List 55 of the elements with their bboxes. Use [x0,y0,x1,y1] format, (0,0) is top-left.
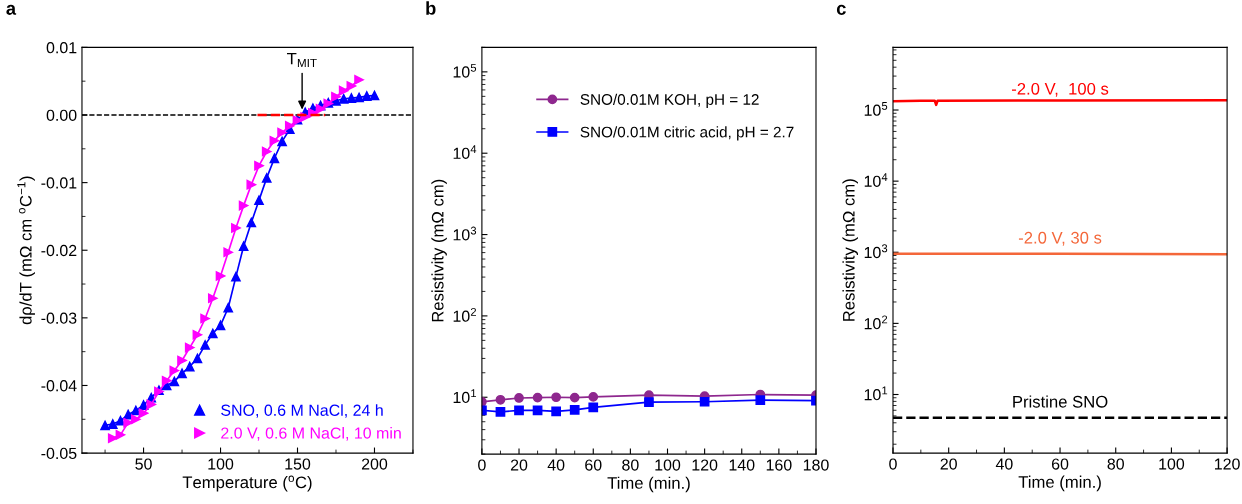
x-axis-title: Time (min.) [607,476,690,493]
y-tick-label: -0.04 [41,380,77,392]
legend-label: SNO/0.01M citric acid, pH = 2.7 [580,126,794,141]
chart-title: a [6,4,17,15]
annotation: T$_{MIT}$ [287,52,317,67]
legend-label: 2.0 V, 0.6 M NaCl, 10 min [221,427,401,441]
x-tick-label: 20 [940,458,957,470]
series-label: Pristine SNO [1013,395,1108,408]
x-tick-label: 150 [285,458,311,470]
x-tick-label: 200 [361,458,388,470]
x-tick-label: 0 [478,459,486,471]
x-tick-label: 40 [547,459,565,471]
x-tick-label: 80 [1107,458,1124,470]
x-tick-label: 100 [208,458,234,470]
x-tick-label: 60 [585,459,602,471]
x-axis-title: Temperature ($^{o}$C) [182,475,312,492]
x-tick-label: 140 [729,459,755,471]
y-tick-label: 10$^{5}$ [453,63,477,78]
x-tick-label: 120 [1214,458,1240,470]
y-tick-label: 10$^{4}$ [864,173,888,187]
series-label: -2.0 V, 100 s [1011,82,1109,97]
x-tick-label: 180 [803,459,829,471]
x-tick-label: 0 [889,458,897,470]
x-tick-label: 100 [655,459,681,471]
x-axis-title: Time (min.) [1018,475,1101,492]
x-tick-label: 120 [692,459,718,471]
y-tick-label: 10$^{1}$ [864,386,888,401]
x-tick-label: 100 [1159,458,1185,470]
x-tick-label: 80 [622,459,639,471]
y-tick-label: -0.03 [41,312,77,324]
y-tick-label: 10$^{3}$ [453,226,477,241]
y-tick-label: -0.01 [41,177,77,189]
x-tick-label: 160 [766,459,792,471]
y-axis-title: Resistivity (mΩ cm) [431,179,447,322]
y-tick-label: 0.00 [46,109,77,121]
y-tick-label: 10$^{5}$ [864,102,888,116]
y-axis-title: dρ/dT (mΩ cm $^{o}$C$^{−1}$) [17,176,35,325]
y-tick-label: 10$^{2}$ [864,315,888,330]
y-axis-title: Resistivity (mΩ cm) [842,179,858,321]
legend-label: SNO/0.01M KOH, pH = 12 [580,93,759,108]
y-tick-label: 10$^{1}$ [453,389,477,404]
y-tick-label: 0.01 [46,42,77,54]
chart-title: c [836,4,846,15]
x-tick-label: 40 [995,458,1013,470]
y-tick-label: -0.02 [41,244,77,257]
x-tick-label: 50 [135,458,152,470]
series-label: -2.0 V, 30 s [1018,231,1102,246]
x-tick-label: 20 [510,459,528,471]
chart-title: b [426,1,436,15]
y-tick-label: 10$^{4}$ [453,145,477,160]
y-tick-label: 10$^{3}$ [864,244,888,259]
legend-label: SNO, 0.6 M NaCl, 24 h [221,404,383,418]
y-tick-label: -0.05 [41,447,77,460]
y-tick-label: 10$^{2}$ [453,307,477,322]
x-tick-label: 60 [1051,458,1069,470]
